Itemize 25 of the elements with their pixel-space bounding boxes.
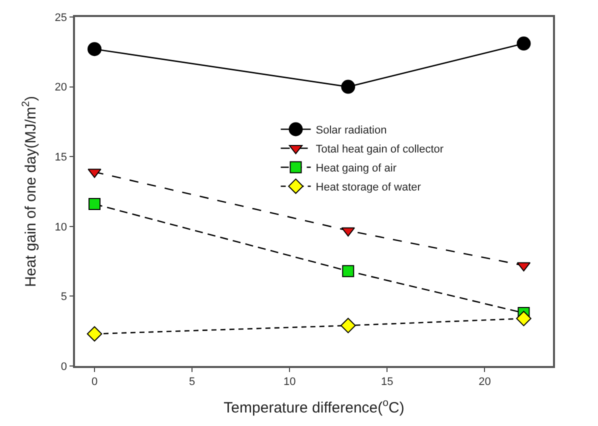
x-tick-label: 20 xyxy=(478,376,491,388)
point xyxy=(341,227,355,237)
y-tick-label: 5 xyxy=(60,291,68,304)
point xyxy=(88,42,102,56)
y-tick-label: 20 xyxy=(54,82,68,94)
legend-label: Solar radiation xyxy=(316,124,387,137)
point xyxy=(340,318,356,334)
x-axis-title: Temperature difference($^{o}$C) xyxy=(224,397,404,416)
legend-label: Total heat gain of collector xyxy=(316,144,444,156)
legend-label: Heat storage of water xyxy=(316,182,422,194)
x-tick-label: 10 xyxy=(283,376,296,388)
point xyxy=(86,326,102,342)
y-tick-label: 25 xyxy=(54,12,68,24)
point xyxy=(88,198,101,210)
point xyxy=(516,310,532,326)
y-tick-label: 10 xyxy=(54,221,68,234)
y-tick-label: 15 xyxy=(54,151,68,164)
legend-label: Heat gaing of air xyxy=(316,162,397,175)
x-tick-label: 0 xyxy=(91,376,98,388)
x-tick-label: 15 xyxy=(381,376,394,388)
point xyxy=(341,80,356,94)
point xyxy=(516,36,531,51)
y-tick-label: 0 xyxy=(60,360,68,373)
point xyxy=(342,265,354,278)
x-tick-label: 5 xyxy=(188,376,196,388)
